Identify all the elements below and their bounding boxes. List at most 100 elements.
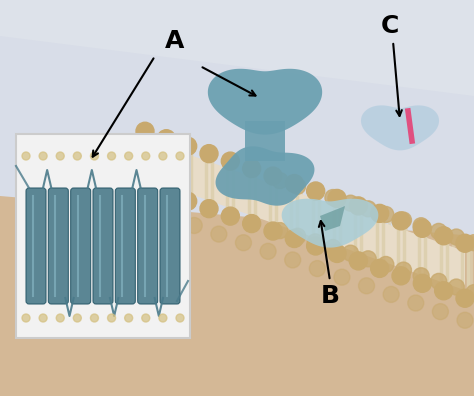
Circle shape (325, 240, 341, 255)
Circle shape (349, 252, 367, 270)
Circle shape (343, 245, 358, 261)
Circle shape (159, 152, 167, 160)
Circle shape (432, 304, 448, 320)
Circle shape (159, 314, 167, 322)
Circle shape (125, 314, 133, 322)
Circle shape (243, 160, 261, 177)
Circle shape (456, 289, 474, 307)
Circle shape (272, 173, 288, 188)
Circle shape (395, 262, 411, 278)
Polygon shape (145, 139, 465, 290)
Circle shape (435, 227, 453, 245)
Circle shape (136, 122, 154, 140)
Polygon shape (208, 69, 322, 135)
Circle shape (408, 295, 424, 311)
Circle shape (39, 314, 47, 322)
FancyBboxPatch shape (93, 188, 113, 304)
FancyBboxPatch shape (115, 188, 136, 304)
Circle shape (378, 206, 394, 223)
Circle shape (108, 152, 116, 160)
Circle shape (392, 267, 410, 285)
Circle shape (431, 273, 447, 289)
Circle shape (136, 177, 154, 195)
Circle shape (162, 209, 178, 225)
Text: B: B (320, 284, 339, 308)
Polygon shape (0, 196, 474, 396)
Circle shape (456, 234, 474, 252)
FancyBboxPatch shape (26, 188, 46, 304)
Circle shape (328, 189, 346, 208)
Polygon shape (282, 199, 378, 248)
Circle shape (137, 200, 153, 216)
Circle shape (186, 217, 202, 234)
Circle shape (378, 257, 394, 272)
Circle shape (176, 314, 184, 322)
Circle shape (176, 152, 184, 160)
Circle shape (307, 184, 323, 200)
Circle shape (22, 314, 30, 322)
Circle shape (383, 286, 399, 303)
FancyBboxPatch shape (160, 188, 180, 304)
Circle shape (448, 229, 465, 245)
Circle shape (466, 285, 474, 301)
Circle shape (236, 235, 252, 251)
Circle shape (125, 152, 133, 160)
Circle shape (448, 279, 465, 295)
Circle shape (413, 268, 429, 284)
Circle shape (310, 261, 325, 276)
Circle shape (285, 252, 301, 268)
Circle shape (243, 215, 261, 232)
Circle shape (200, 200, 218, 218)
Circle shape (371, 204, 389, 223)
Circle shape (56, 314, 64, 322)
Polygon shape (0, 0, 474, 96)
Circle shape (307, 182, 325, 200)
Circle shape (260, 243, 276, 259)
Circle shape (157, 130, 175, 148)
Polygon shape (361, 105, 439, 150)
Circle shape (108, 314, 116, 322)
Circle shape (56, 152, 64, 160)
Polygon shape (320, 206, 345, 231)
Circle shape (431, 223, 447, 240)
Circle shape (466, 235, 474, 251)
Circle shape (285, 175, 303, 192)
Circle shape (307, 237, 325, 255)
Circle shape (307, 234, 323, 250)
Circle shape (272, 223, 288, 239)
Circle shape (221, 207, 239, 225)
Circle shape (157, 185, 175, 203)
Circle shape (200, 145, 218, 163)
Circle shape (343, 195, 358, 211)
Circle shape (73, 152, 82, 160)
Circle shape (395, 212, 411, 228)
Circle shape (285, 230, 303, 248)
Circle shape (328, 244, 346, 263)
Circle shape (73, 314, 82, 322)
Circle shape (413, 218, 429, 234)
Circle shape (142, 152, 150, 160)
Circle shape (91, 314, 99, 322)
Circle shape (435, 282, 453, 300)
Circle shape (264, 167, 282, 185)
FancyBboxPatch shape (48, 188, 68, 304)
Circle shape (264, 222, 282, 240)
Polygon shape (245, 121, 285, 161)
Text: A: A (165, 29, 185, 53)
FancyBboxPatch shape (71, 188, 91, 304)
Circle shape (360, 201, 376, 217)
Circle shape (334, 269, 350, 285)
Circle shape (413, 219, 431, 237)
Circle shape (349, 197, 367, 215)
Circle shape (22, 152, 30, 160)
Circle shape (290, 228, 306, 244)
Circle shape (360, 251, 376, 267)
Circle shape (39, 152, 47, 160)
Circle shape (142, 314, 150, 322)
Circle shape (358, 278, 374, 294)
FancyBboxPatch shape (16, 134, 190, 338)
Circle shape (413, 274, 431, 292)
Circle shape (91, 152, 99, 160)
Circle shape (325, 190, 341, 206)
Polygon shape (216, 146, 314, 206)
